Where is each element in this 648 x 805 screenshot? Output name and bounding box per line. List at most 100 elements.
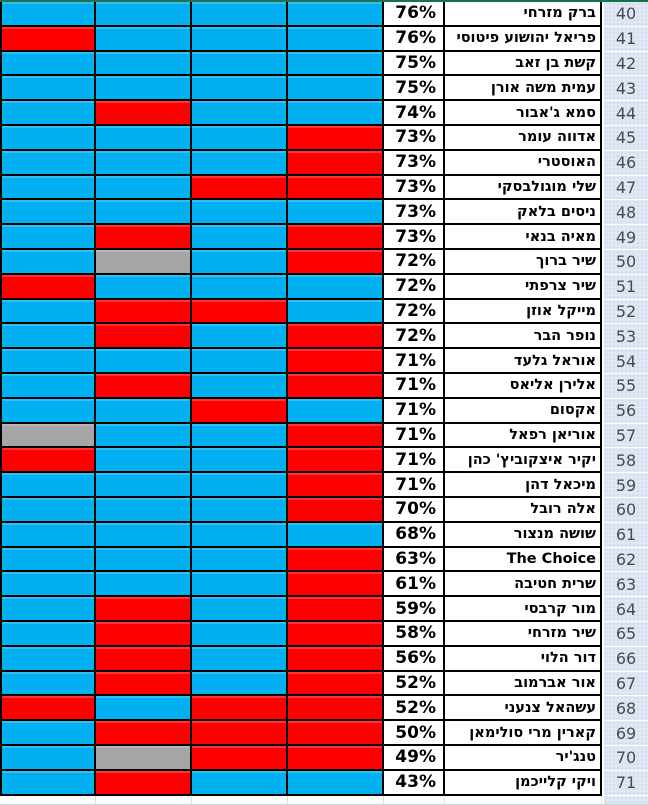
status-cell-blue[interactable]: [0, 299, 96, 325]
status-cell-blue[interactable]: [192, 473, 288, 498]
row-number-cell[interactable]: 56: [602, 398, 648, 424]
status-cell-blue[interactable]: [192, 522, 288, 548]
status-cell-blue[interactable]: [0, 671, 96, 697]
status-cell-blue[interactable]: [96, 26, 192, 52]
status-cell-blue[interactable]: [288, 101, 384, 126]
status-cell-blue[interactable]: [192, 274, 288, 300]
percent-cell[interactable]: 75%: [384, 76, 445, 102]
status-cell-blue[interactable]: [0, 373, 96, 399]
status-cell-blue[interactable]: [192, 2, 288, 27]
status-cell-blue[interactable]: [192, 621, 288, 647]
row-number-cell[interactable]: 54: [602, 349, 648, 374]
status-cell-red[interactable]: [288, 547, 384, 573]
status-cell-blue[interactable]: [96, 572, 192, 598]
percent-cell[interactable]: 71%: [384, 423, 445, 449]
status-cell-blue[interactable]: [192, 597, 288, 622]
status-cell-red[interactable]: [288, 671, 384, 697]
percent-cell[interactable]: 74%: [384, 101, 445, 126]
percent-cell[interactable]: 73%: [384, 150, 445, 176]
status-cell-blue[interactable]: [0, 2, 96, 27]
percent-cell[interactable]: 50%: [384, 721, 445, 746]
row-number-cell[interactable]: 44: [602, 101, 648, 126]
percent-cell[interactable]: 72%: [384, 274, 445, 300]
percent-cell[interactable]: 56%: [384, 646, 445, 672]
status-cell-blue[interactable]: [0, 770, 96, 796]
name-cell[interactable]: אקסום: [445, 398, 602, 424]
status-cell-blue[interactable]: [0, 101, 96, 126]
status-cell-blue[interactable]: [0, 522, 96, 548]
status-cell-red[interactable]: [96, 597, 192, 622]
row-number-cell[interactable]: 60: [602, 497, 648, 523]
status-cell-blue[interactable]: [192, 349, 288, 374]
status-cell-red[interactable]: [288, 448, 384, 474]
status-cell-blue[interactable]: [96, 448, 192, 474]
status-cell-blue[interactable]: [192, 200, 288, 226]
empty-cell[interactable]: [192, 795, 288, 804]
status-cell-red[interactable]: [192, 745, 288, 771]
percent-cell[interactable]: 71%: [384, 398, 445, 424]
status-cell-blue[interactable]: [0, 497, 96, 523]
status-cell-red[interactable]: [288, 621, 384, 647]
status-cell-red[interactable]: [96, 621, 192, 647]
row-number-cell[interactable]: 42: [602, 51, 648, 77]
status-cell-red[interactable]: [96, 646, 192, 672]
empty-cell[interactable]: [0, 795, 96, 804]
status-cell-blue[interactable]: [96, 497, 192, 523]
row-number-cell[interactable]: 65: [602, 621, 648, 647]
status-cell-blue[interactable]: [288, 51, 384, 77]
empty-cell[interactable]: [96, 795, 192, 804]
name-cell[interactable]: שושה מנצור: [445, 522, 602, 548]
status-cell-red[interactable]: [96, 721, 192, 746]
percent-cell[interactable]: 76%: [384, 26, 445, 52]
status-cell-blue[interactable]: [96, 175, 192, 201]
status-cell-blue[interactable]: [288, 522, 384, 548]
status-cell-blue[interactable]: [192, 547, 288, 573]
name-cell[interactable]: פריאל יהושוע פיטוסי: [445, 26, 602, 52]
percent-cell[interactable]: 52%: [384, 671, 445, 697]
row-number-cell[interactable]: 51: [602, 274, 648, 300]
name-cell[interactable]: קארין מרי סולימאן: [445, 721, 602, 746]
status-cell-red[interactable]: [288, 721, 384, 746]
status-cell-blue[interactable]: [0, 76, 96, 102]
status-cell-red[interactable]: [96, 373, 192, 399]
empty-cell[interactable]: [384, 795, 445, 804]
status-cell-red[interactable]: [288, 745, 384, 771]
status-cell-blue[interactable]: [96, 522, 192, 548]
name-cell[interactable]: עמית משה אורן: [445, 76, 602, 102]
percent-cell[interactable]: 68%: [384, 522, 445, 548]
percent-cell[interactable]: 76%: [384, 2, 445, 27]
status-cell-red[interactable]: [96, 299, 192, 325]
row-header-cell[interactable]: [602, 795, 648, 804]
status-cell-blue[interactable]: [0, 398, 96, 424]
status-cell-gray[interactable]: [0, 423, 96, 449]
name-cell[interactable]: מאיה בנאי: [445, 225, 602, 250]
status-cell-blue[interactable]: [192, 225, 288, 250]
status-cell-blue[interactable]: [192, 101, 288, 126]
percent-cell[interactable]: 73%: [384, 175, 445, 201]
status-cell-red[interactable]: [96, 225, 192, 250]
percent-cell[interactable]: 63%: [384, 547, 445, 573]
percent-cell[interactable]: 71%: [384, 473, 445, 498]
name-cell[interactable]: האוסטרי: [445, 150, 602, 176]
name-cell[interactable]: נופר הבר: [445, 324, 602, 350]
percent-cell[interactable]: 59%: [384, 597, 445, 622]
status-cell-red[interactable]: [192, 721, 288, 746]
empty-cell[interactable]: [288, 795, 384, 804]
status-cell-red[interactable]: [96, 770, 192, 796]
status-cell-blue[interactable]: [192, 646, 288, 672]
status-cell-red[interactable]: [96, 324, 192, 350]
percent-cell[interactable]: 72%: [384, 299, 445, 325]
status-cell-blue[interactable]: [288, 274, 384, 300]
status-cell-red[interactable]: [192, 696, 288, 722]
status-cell-blue[interactable]: [192, 572, 288, 598]
status-cell-blue[interactable]: [96, 200, 192, 226]
row-number-cell[interactable]: 70: [602, 745, 648, 771]
status-cell-red[interactable]: [0, 26, 96, 52]
row-number-cell[interactable]: 47: [602, 175, 648, 201]
name-cell[interactable]: The Choice: [445, 547, 602, 573]
percent-cell[interactable]: 58%: [384, 621, 445, 647]
percent-cell[interactable]: 52%: [384, 696, 445, 722]
status-cell-blue[interactable]: [192, 26, 288, 52]
percent-cell[interactable]: 61%: [384, 572, 445, 598]
status-cell-blue[interactable]: [288, 398, 384, 424]
